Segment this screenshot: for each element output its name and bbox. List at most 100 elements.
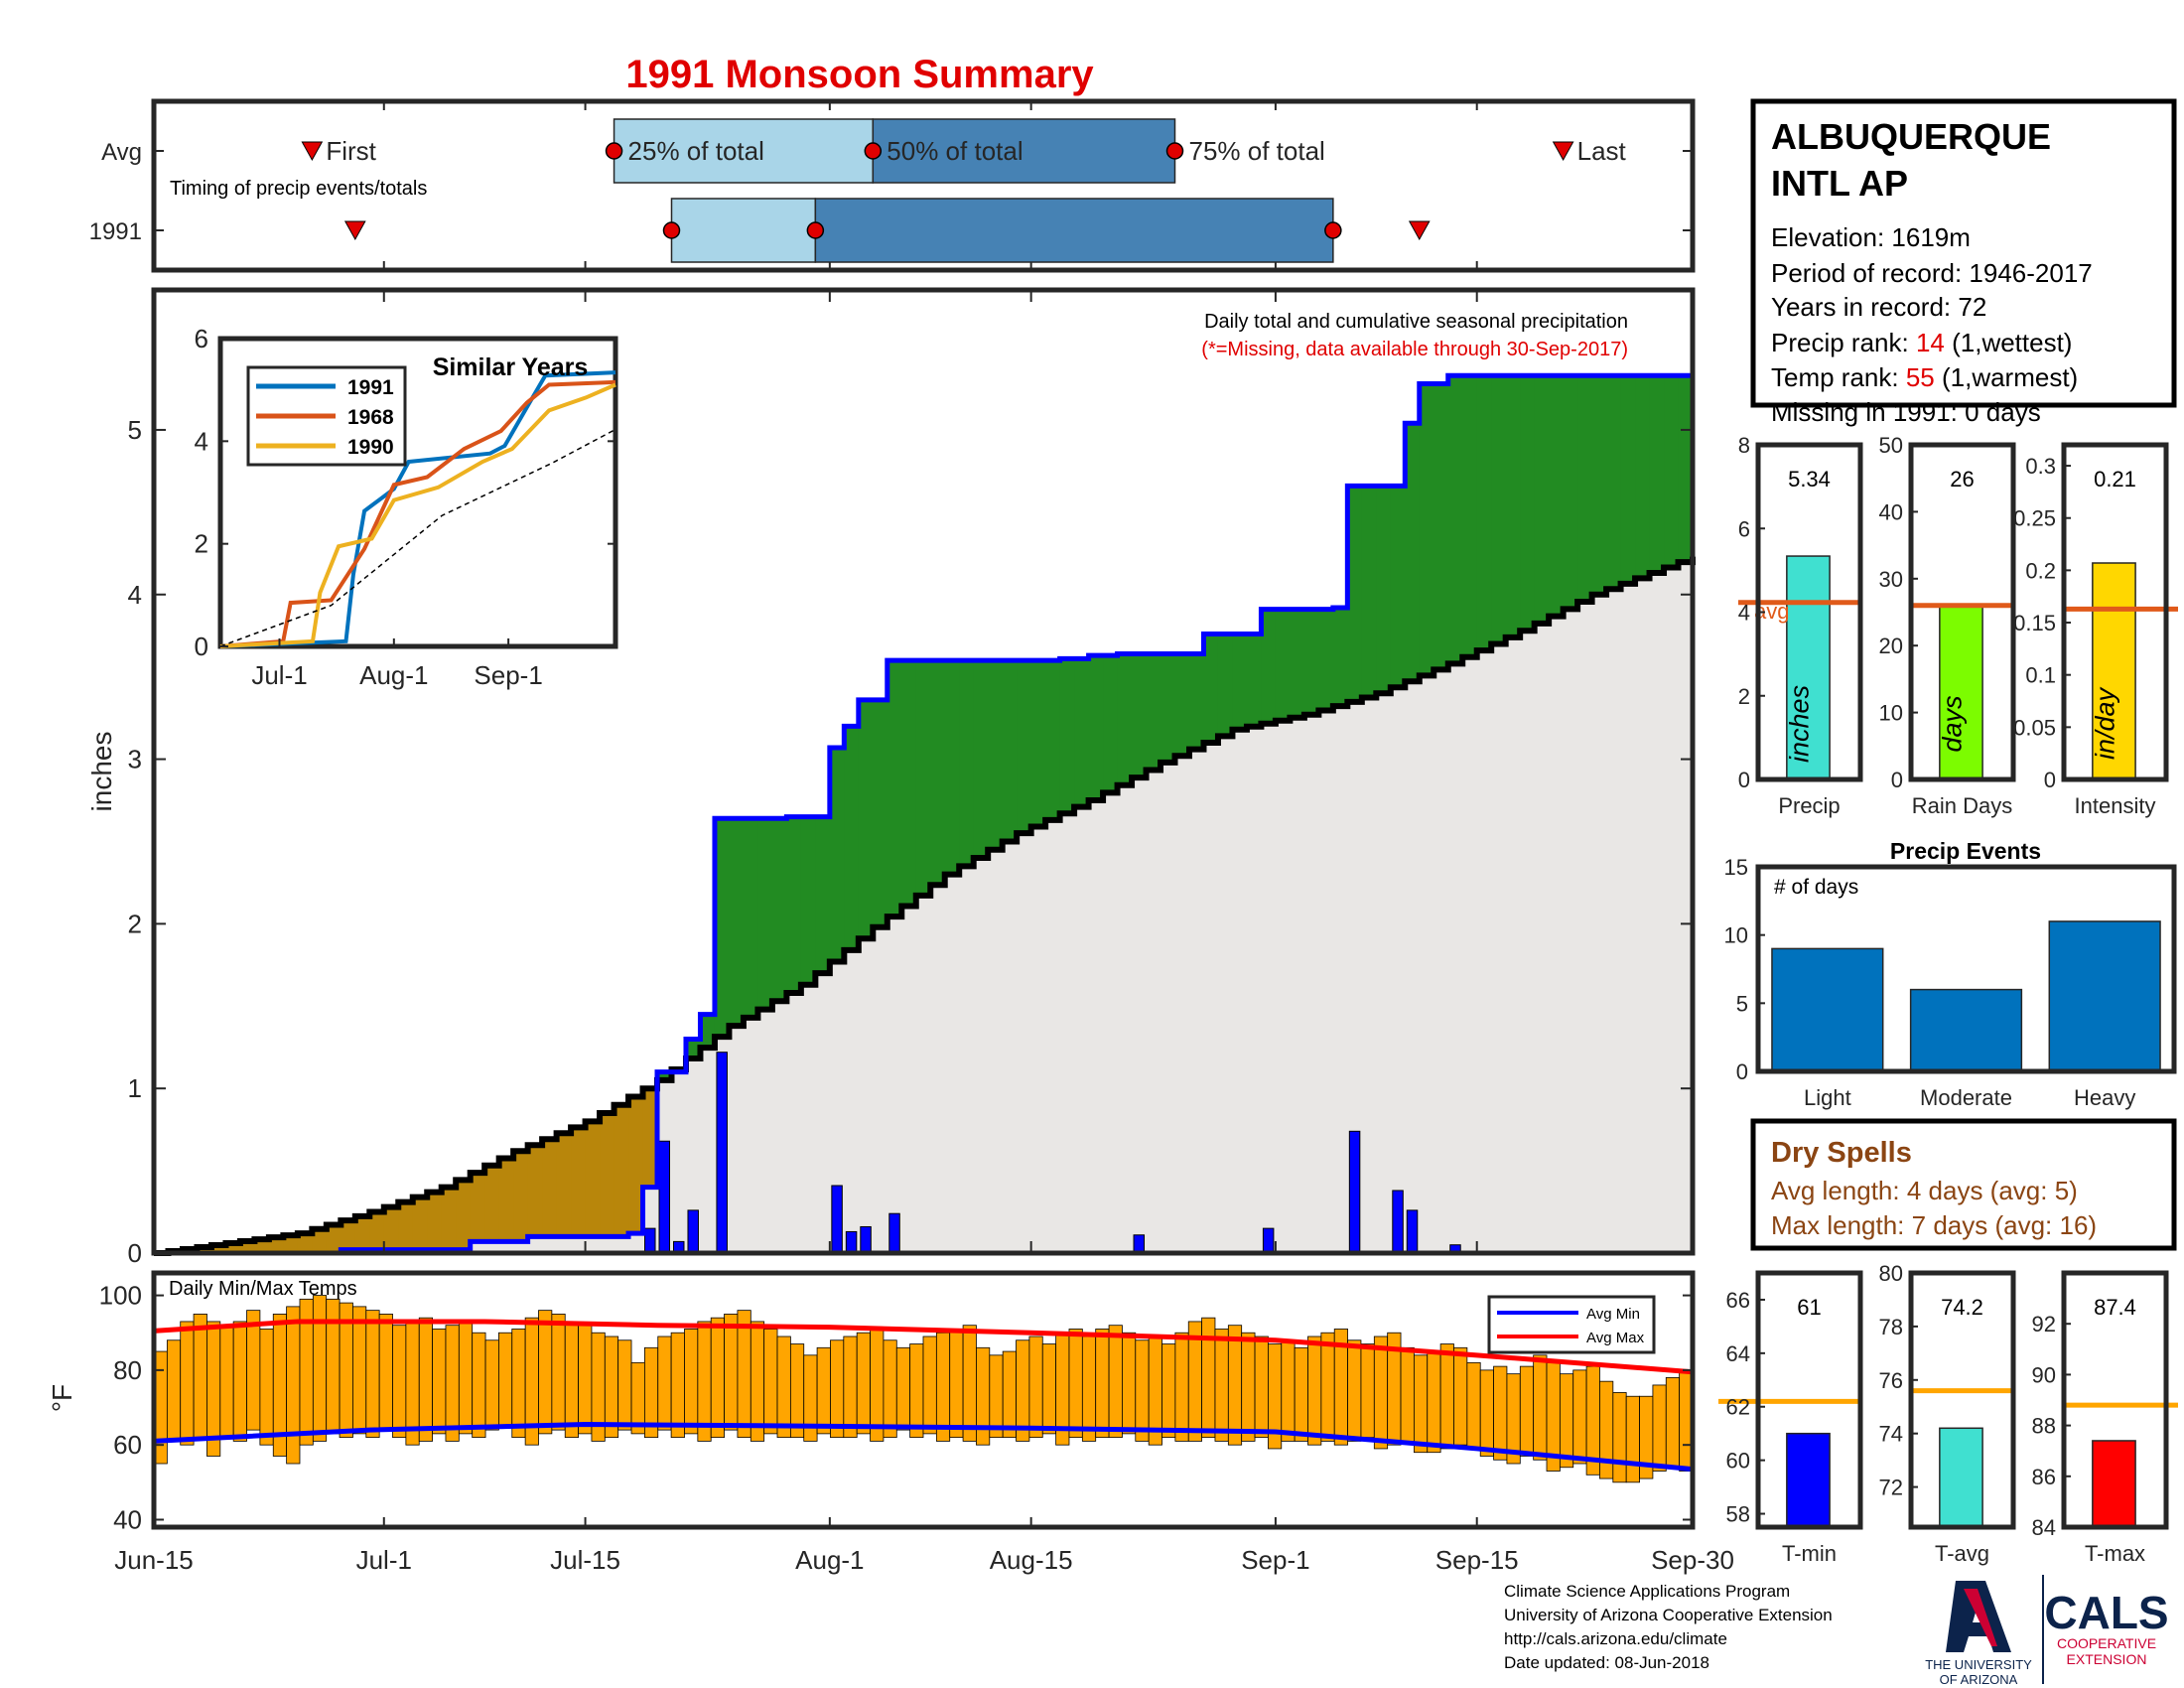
timeline-row-label: Avg — [101, 139, 142, 166]
temp-range-bar — [166, 1339, 182, 1442]
main-y-axis-label: inches — [86, 732, 117, 812]
main-y-tick-label: 3 — [128, 745, 142, 774]
stat-value-label: 0.21 — [2094, 467, 2136, 492]
inset-x-tick-label: Aug-1 — [359, 660, 428, 690]
dry-title: Dry Spells — [1771, 1137, 1912, 1169]
stat-y-tick-label: 76 — [1879, 1368, 1903, 1393]
stat-y-tick-label: 66 — [1726, 1288, 1750, 1313]
stat-y-tick-label: 4 — [1738, 601, 1750, 626]
seasonal-stats-bars: inchesavg024685.34Precipdays010203040502… — [1738, 433, 2178, 818]
temp-range-bar — [1122, 1332, 1137, 1435]
deficit-band — [628, 1096, 644, 1234]
timeline-triangle-first — [343, 220, 366, 241]
surplus-band — [1045, 660, 1061, 820]
stat-y-tick-label: 74 — [1879, 1422, 1903, 1447]
university-of-arizona-logo: THE UNIVERSITY OF ARIZONA — [1925, 1581, 2032, 1687]
surplus-band — [959, 660, 975, 867]
station-elevation: Elevation: 1619m — [1771, 222, 1971, 252]
stat-y-tick-label: 10 — [1879, 701, 1903, 726]
temp-range-bar — [724, 1314, 739, 1431]
timeline-marker-p75 — [1324, 221, 1342, 239]
inset-series-1968 — [219, 379, 616, 648]
events-category-label: Heavy — [2074, 1085, 2135, 1110]
deficit-band — [427, 1192, 443, 1250]
deficit-band — [542, 1139, 558, 1237]
surplus-band — [973, 660, 989, 859]
temp-range-bar — [816, 1346, 831, 1435]
precip-events-panel: Light Moderate Heavy 0 5 10 15 Precip Events # o… — [1724, 838, 2177, 1110]
daily-precip-bar — [644, 1227, 656, 1254]
stat-y-tick-label: 30 — [1879, 567, 1903, 592]
temp-range-bar — [538, 1310, 553, 1435]
temps-x-tick-label: Aug-15 — [990, 1545, 1073, 1575]
surplus-band — [1649, 375, 1665, 573]
stat-y-tick-label: 62 — [1726, 1395, 1750, 1420]
timeline-triangle-first — [301, 141, 324, 162]
surplus-band — [1074, 658, 1090, 807]
temp-range-bar — [922, 1336, 937, 1435]
events-bar — [1909, 988, 2023, 1072]
temp-range-bar — [432, 1329, 447, 1435]
inset-legend-label: 1991 — [347, 376, 394, 399]
temps-x-tick-label: Aug-1 — [795, 1545, 864, 1575]
figure-title: 1991 Monsoon Summary — [625, 53, 1094, 96]
daily-precip-bar — [888, 1212, 900, 1254]
surplus-band — [1433, 383, 1449, 670]
temps-x-tick-label: Jul-1 — [356, 1545, 412, 1575]
station-name-1: ALBUQUERQUE — [1771, 116, 2051, 157]
surplus-band — [1447, 375, 1463, 664]
stat-value-label: 61 — [1797, 1295, 1821, 1320]
surplus-band — [1476, 375, 1492, 651]
deficit-band — [484, 1165, 500, 1242]
temp-range-bar — [180, 1321, 195, 1446]
surplus-band — [887, 660, 902, 917]
stat-bar-Rain Days — [1939, 605, 1983, 780]
station-temp-rank: Temp rank: 55 (1,warmest) — [1771, 362, 2078, 392]
stat-frame — [2061, 1270, 2169, 1530]
surplus-band — [1232, 633, 1248, 730]
temp-range-bar — [1214, 1329, 1229, 1442]
main-y-tick-label: 4 — [128, 580, 142, 610]
events-y-tick-label: 0 — [1736, 1059, 1748, 1084]
deficit-band — [383, 1206, 399, 1250]
main-y-tick-label: 0 — [128, 1238, 142, 1268]
temp-range-bar — [1599, 1380, 1614, 1479]
temp-range-bar — [484, 1339, 499, 1431]
dry-row-2: Max length: 7 days (avg: 16) — [1771, 1210, 2097, 1240]
stat-y-tick-label: 86 — [2032, 1465, 2056, 1489]
temps-x-tick-label: Sep-30 — [1651, 1545, 1734, 1575]
surplus-band — [1132, 653, 1148, 778]
temp-range-bar — [1453, 1346, 1468, 1446]
stat-bar-T-avg — [1939, 1427, 1983, 1528]
surplus-band — [1174, 653, 1190, 757]
temp-range-bar — [312, 1295, 328, 1442]
temp-range-bar — [989, 1354, 1004, 1439]
deficit-band — [642, 1088, 658, 1188]
timeline-label-75: 75% of total — [1189, 136, 1325, 166]
stat-y-tick-label: 0.25 — [2013, 506, 2056, 531]
events-y-label: # of days — [1774, 876, 1858, 899]
main-caption: Daily total and cumulative seasonal prec… — [1204, 311, 1628, 333]
stat-y-tick-label: 92 — [2032, 1312, 2056, 1336]
temp-range-bar — [259, 1329, 274, 1446]
temp-range-bar — [1068, 1329, 1083, 1439]
temp-range-bar — [789, 1343, 805, 1439]
temp-range-bar — [564, 1321, 579, 1439]
temp-range-bar — [949, 1329, 964, 1439]
inset-y-tick-label: 6 — [195, 324, 208, 353]
temp-range-bar — [1519, 1365, 1535, 1457]
logo-cals: CALS — [2044, 1587, 2168, 1638]
stat-frame — [1908, 1270, 2016, 1530]
precip-rank-suffix: (1,wettest) — [1945, 328, 2073, 357]
main-missing-note: (*=Missing, data available through 30-Se… — [1201, 339, 1628, 360]
temps-y-tick-label: 100 — [99, 1281, 142, 1311]
temp-range-bar — [352, 1306, 367, 1435]
events-y-tick-label: 10 — [1724, 923, 1748, 948]
surplus-band — [1203, 633, 1219, 743]
surplus-band — [1591, 375, 1607, 595]
temp-range-bar — [1028, 1336, 1043, 1439]
daily-precip-bar — [845, 1230, 858, 1254]
events-frame — [1755, 864, 2177, 1074]
footer-line-1: Climate Science Applications Program — [1504, 1582, 1790, 1601]
temp-range-bar — [472, 1332, 486, 1439]
